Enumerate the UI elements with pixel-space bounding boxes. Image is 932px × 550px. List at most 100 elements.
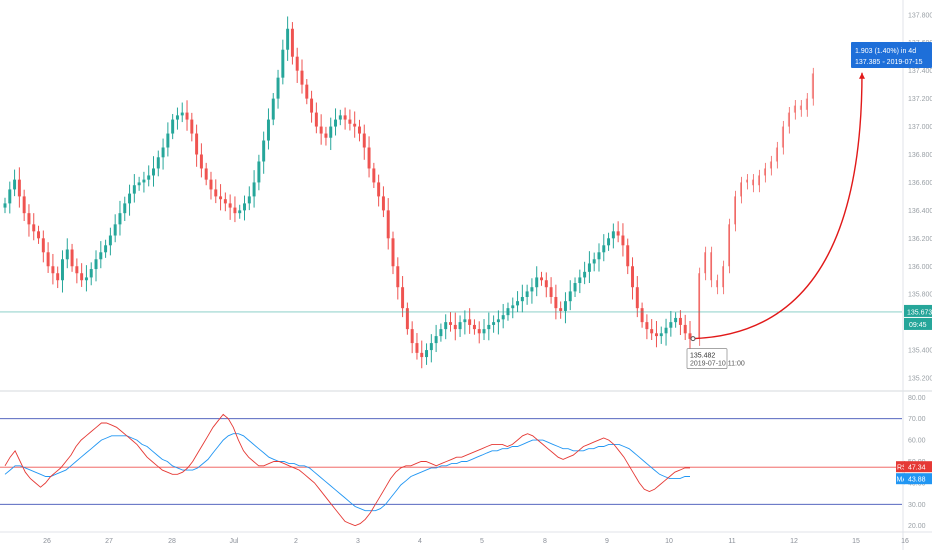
candle-body[interactable] bbox=[468, 319, 472, 325]
candle-body[interactable] bbox=[635, 287, 639, 309]
candle-body[interactable] bbox=[602, 245, 606, 253]
candle-body[interactable] bbox=[568, 291, 572, 302]
candle-body[interactable] bbox=[75, 266, 79, 274]
candle-body[interactable] bbox=[132, 185, 136, 194]
candle-body[interactable] bbox=[32, 224, 36, 232]
rsi-panel[interactable] bbox=[0, 413, 902, 527]
candle-body[interactable] bbox=[583, 271, 587, 278]
candle-body[interactable] bbox=[554, 296, 558, 309]
candle-body[interactable] bbox=[147, 175, 151, 180]
candle-body[interactable] bbox=[607, 238, 611, 246]
candle-body[interactable] bbox=[104, 245, 108, 253]
candle-body[interactable] bbox=[238, 210, 242, 214]
candle-body[interactable] bbox=[549, 287, 553, 297]
candle-body[interactable] bbox=[204, 168, 208, 180]
candle-body[interactable] bbox=[645, 322, 649, 330]
candle-body[interactable] bbox=[386, 210, 390, 239]
candle-body[interactable] bbox=[314, 112, 318, 127]
candle-body[interactable] bbox=[41, 238, 45, 253]
candle-body[interactable] bbox=[343, 115, 347, 120]
candle-body[interactable] bbox=[252, 182, 256, 197]
candle-body[interactable] bbox=[329, 126, 333, 138]
candle-body[interactable] bbox=[228, 203, 232, 208]
candle-body[interactable] bbox=[621, 235, 625, 246]
candle-body[interactable] bbox=[563, 301, 567, 311]
candle-body[interactable] bbox=[357, 126, 361, 134]
candle-body[interactable] bbox=[300, 70, 304, 85]
candle-body[interactable] bbox=[243, 203, 246, 211]
candle-body[interactable] bbox=[516, 301, 520, 306]
candle-body[interactable] bbox=[99, 252, 103, 260]
candle-body[interactable] bbox=[683, 324, 687, 334]
candle-body[interactable] bbox=[305, 84, 309, 99]
candle-body[interactable] bbox=[65, 249, 69, 260]
candle-body[interactable] bbox=[477, 329, 481, 334]
candle-body[interactable] bbox=[266, 119, 270, 141]
candle-body[interactable] bbox=[631, 266, 635, 288]
candle-body[interactable] bbox=[678, 317, 682, 325]
candle-body[interactable] bbox=[434, 336, 438, 344]
candle-body[interactable] bbox=[3, 203, 7, 208]
candle-body[interactable] bbox=[659, 333, 663, 337]
candle-body[interactable] bbox=[559, 308, 563, 311]
candle-body[interactable] bbox=[458, 322, 462, 330]
candle-body[interactable] bbox=[27, 213, 31, 225]
candle-body[interactable] bbox=[166, 133, 170, 148]
candle-body[interactable] bbox=[223, 199, 227, 204]
candle-body[interactable] bbox=[520, 296, 524, 302]
candle-body[interactable] bbox=[113, 224, 117, 236]
candle-body[interactable] bbox=[391, 238, 395, 267]
candle-body[interactable] bbox=[405, 308, 409, 330]
candle-body[interactable] bbox=[674, 317, 678, 323]
candle-body[interactable] bbox=[650, 329, 654, 334]
candle-body[interactable] bbox=[496, 319, 500, 323]
candle-body[interactable] bbox=[338, 115, 342, 120]
candle-body[interactable] bbox=[290, 28, 294, 57]
candle-body[interactable] bbox=[597, 252, 601, 260]
candle-body[interactable] bbox=[142, 179, 146, 183]
candle-body[interactable] bbox=[185, 112, 189, 120]
candle-body[interactable] bbox=[262, 140, 266, 162]
candle-body[interactable] bbox=[592, 259, 596, 264]
candle-body[interactable] bbox=[472, 324, 476, 330]
candle-body[interactable] bbox=[449, 322, 452, 325]
candle-body[interactable] bbox=[37, 231, 41, 239]
candle-body[interactable] bbox=[492, 322, 496, 325]
candle-body[interactable] bbox=[118, 213, 122, 225]
candle-body[interactable] bbox=[108, 235, 112, 246]
candle-body[interactable] bbox=[535, 277, 539, 288]
candle-body[interactable] bbox=[353, 123, 357, 127]
candle-body[interactable] bbox=[348, 119, 352, 124]
candle-body[interactable] bbox=[219, 196, 223, 200]
candle-body[interactable] bbox=[319, 126, 323, 134]
candle-body[interactable] bbox=[425, 350, 429, 358]
candle-body[interactable] bbox=[362, 133, 366, 148]
candle-body[interactable] bbox=[209, 179, 213, 190]
candle-body[interactable] bbox=[295, 56, 299, 71]
candle-body[interactable] bbox=[525, 291, 529, 297]
candle-body[interactable] bbox=[156, 157, 160, 169]
candle-body[interactable] bbox=[334, 119, 338, 127]
candle-body[interactable] bbox=[367, 147, 371, 169]
candle-body[interactable] bbox=[60, 259, 64, 281]
candle-body[interactable] bbox=[640, 308, 644, 323]
candle-body[interactable] bbox=[453, 324, 457, 330]
candle-body[interactable] bbox=[271, 98, 275, 120]
candle-body[interactable] bbox=[530, 287, 534, 292]
candle-body[interactable] bbox=[482, 329, 486, 334]
candle-body[interactable] bbox=[544, 280, 548, 288]
candle-body[interactable] bbox=[8, 189, 12, 204]
candle-body[interactable] bbox=[573, 283, 577, 292]
candle-body[interactable] bbox=[372, 168, 376, 183]
candle-body[interactable] bbox=[616, 231, 620, 236]
candle-body[interactable] bbox=[195, 133, 199, 155]
candle-body[interactable] bbox=[89, 269, 93, 278]
candle-body[interactable] bbox=[70, 249, 74, 267]
candle-body[interactable] bbox=[401, 287, 405, 309]
candle-body[interactable] bbox=[463, 319, 467, 323]
candle-body[interactable] bbox=[22, 196, 26, 214]
candle-body[interactable] bbox=[161, 147, 165, 158]
candle-body[interactable] bbox=[123, 203, 127, 214]
candle-body[interactable] bbox=[17, 179, 21, 197]
